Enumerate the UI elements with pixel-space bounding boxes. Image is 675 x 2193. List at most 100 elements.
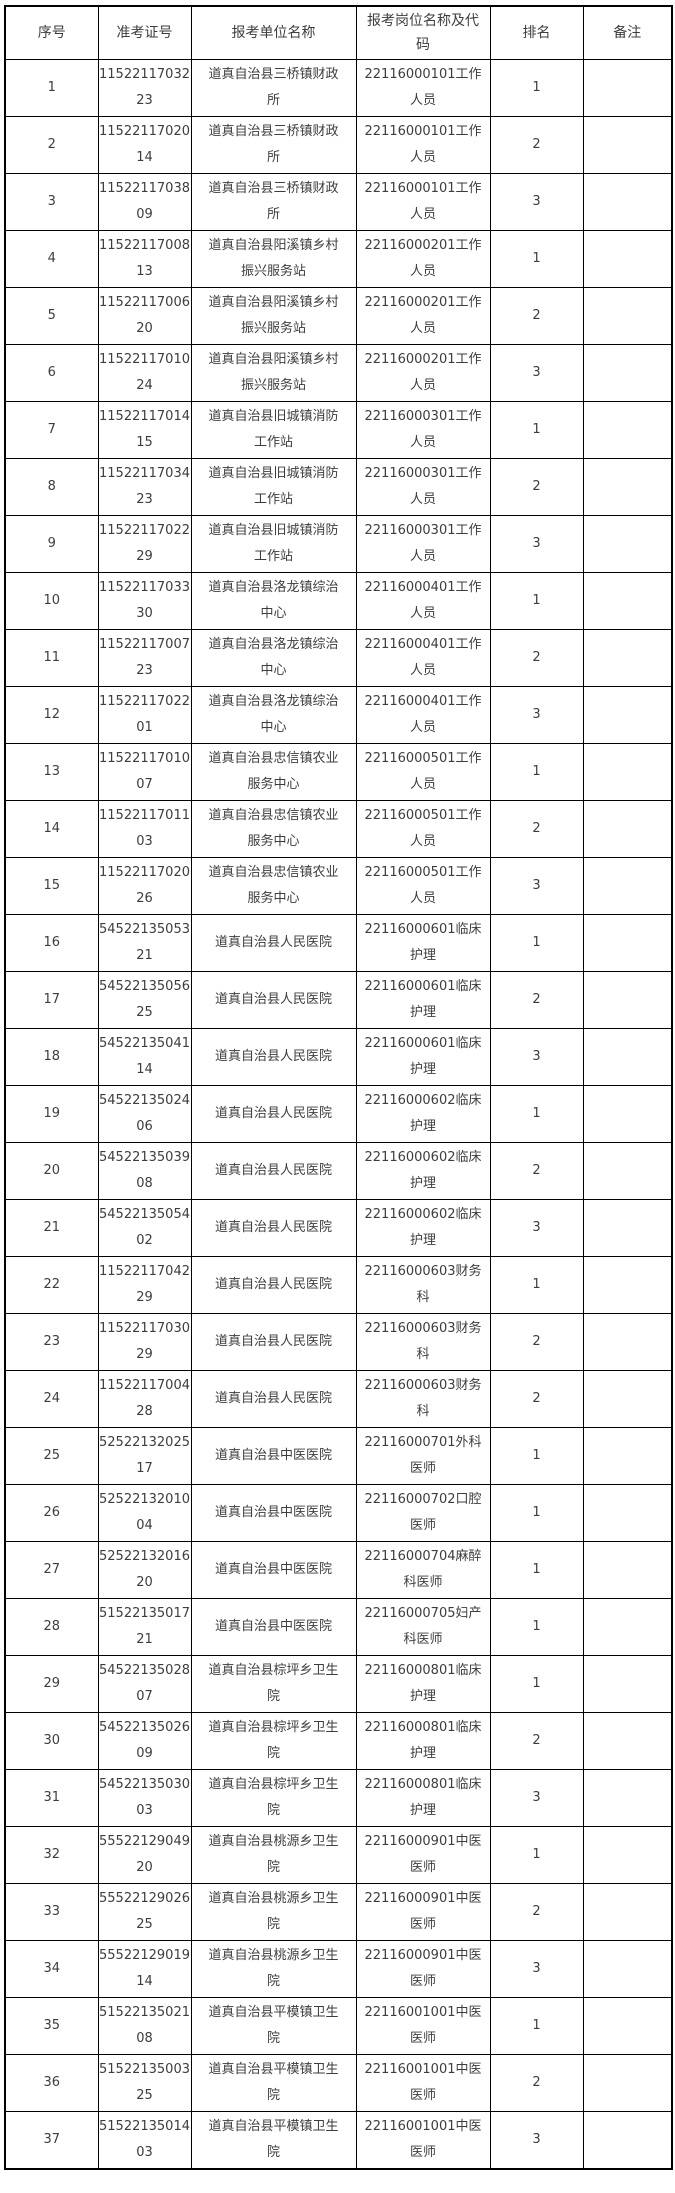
ticket-number-cell: 1152211702026 xyxy=(97,857,192,915)
note-cell xyxy=(582,800,673,858)
unit-name-cell: 道真自治县平模镇卫生院 xyxy=(190,2054,357,2112)
row-number-cell: 20 xyxy=(4,1142,99,1200)
table-row: 31 5452213503003 道真自治县棕坪乡卫生院 22116000801临床护… xyxy=(4,1769,673,1827)
row-number-cell: 36 xyxy=(4,2054,99,2112)
row-number-cell: 27 xyxy=(4,1541,99,1599)
ticket-number-cell: 1152211702014 xyxy=(97,116,192,174)
rank-cell: 1 xyxy=(489,1427,584,1485)
note-cell xyxy=(582,1256,673,1314)
row-number-cell: 15 xyxy=(4,857,99,915)
ticket-number-cell: 5452213505321 xyxy=(97,914,192,972)
unit-name-cell: 道真自治县桃源乡卫生院 xyxy=(190,1883,357,1941)
rank-cell: 2 xyxy=(489,116,584,174)
table-row: 22 1152211704229 道真自治县人民医院 22116000603财务科 1 xyxy=(4,1256,673,1314)
row-number-cell: 14 xyxy=(4,800,99,858)
position-name-cell: 22116000401工作人员 xyxy=(355,572,491,630)
ticket-number-cell: 1152211703330 xyxy=(97,572,192,630)
note-cell xyxy=(582,1541,673,1599)
unit-name-cell: 道真自治县三桥镇财政所 xyxy=(190,116,357,174)
rank-cell: 1 xyxy=(489,1541,584,1599)
position-name-cell: 22116000201工作人员 xyxy=(355,287,491,345)
position-name-cell: 22116000602临床护理 xyxy=(355,1085,491,1143)
position-name-cell: 22116000603财务科 xyxy=(355,1313,491,1371)
column-header-rank: 排名 xyxy=(489,5,584,60)
note-cell xyxy=(582,59,673,117)
table-row: 3 1152211703809 道真自治县三桥镇财政所 22116000101工作人员… xyxy=(4,173,673,231)
note-cell xyxy=(582,1028,673,1086)
row-number-cell: 17 xyxy=(4,971,99,1029)
position-name-cell: 22116000801临床护理 xyxy=(355,1769,491,1827)
ticket-number-cell: 5552212904920 xyxy=(97,1826,192,1884)
note-cell xyxy=(582,629,673,687)
position-name-cell: 22116000301工作人员 xyxy=(355,515,491,573)
table-row: 18 5452213504114 道真自治县人民医院 22116000601临床护理 3 xyxy=(4,1028,673,1086)
row-number-cell: 6 xyxy=(4,344,99,402)
note-cell xyxy=(582,971,673,1029)
unit-name-cell: 道真自治县洛龙镇综治中心 xyxy=(190,572,357,630)
column-header-position: 报考岗位名称及代码 xyxy=(355,5,491,60)
table-row: 13 1152211701007 道真自治县忠信镇农业服务中心 22116000501… xyxy=(4,743,673,801)
unit-name-cell: 道真自治县人民医院 xyxy=(190,1256,357,1314)
rank-cell: 1 xyxy=(489,743,584,801)
position-name-cell: 22116000101工作人员 xyxy=(355,173,491,231)
unit-name-cell: 道真自治县旧城镇消防工作站 xyxy=(190,401,357,459)
position-name-cell: 22116000601临床护理 xyxy=(355,971,491,1029)
note-cell xyxy=(582,1199,673,1257)
unit-name-cell: 道真自治县人民医院 xyxy=(190,971,357,1029)
note-cell xyxy=(582,1427,673,1485)
row-number-cell: 1 xyxy=(4,59,99,117)
table-row: 32 5552212904920 道真自治县桃源乡卫生院 22116000901中医医… xyxy=(4,1826,673,1884)
rank-cell: 3 xyxy=(489,515,584,573)
ticket-number-cell: 5452213505625 xyxy=(97,971,192,1029)
rank-cell: 1 xyxy=(489,1484,584,1542)
table-row: 5 1152211700620 道真自治县阳溪镇乡村振兴服务站 22116000201… xyxy=(4,287,673,345)
table-row: 23 1152211703029 道真自治县人民医院 22116000603财务科 2 xyxy=(4,1313,673,1371)
table-row: 4 1152211700813 道真自治县阳溪镇乡村振兴服务站 22116000201… xyxy=(4,230,673,288)
note-cell xyxy=(582,1712,673,1770)
table-row: 36 5152213500325 道真自治县平模镇卫生院 22116001001中医医… xyxy=(4,2054,673,2112)
ticket-number-cell: 1152211700723 xyxy=(97,629,192,687)
ticket-number-cell: 1152211701415 xyxy=(97,401,192,459)
note-cell xyxy=(582,1883,673,1941)
note-cell xyxy=(582,1370,673,1428)
rank-cell: 2 xyxy=(489,1883,584,1941)
row-number-cell: 16 xyxy=(4,914,99,972)
unit-name-cell: 道真自治县棕坪乡卫生院 xyxy=(190,1655,357,1713)
row-number-cell: 26 xyxy=(4,1484,99,1542)
position-name-cell: 22116000901中医医师 xyxy=(355,1826,491,1884)
position-name-cell: 22116000801临床护理 xyxy=(355,1655,491,1713)
ticket-number-cell: 5552212902625 xyxy=(97,1883,192,1941)
table-row: 10 1152211703330 道真自治县洛龙镇综治中心 22116000401工作… xyxy=(4,572,673,630)
row-number-cell: 19 xyxy=(4,1085,99,1143)
position-name-cell: 22116000602临床护理 xyxy=(355,1199,491,1257)
row-number-cell: 21 xyxy=(4,1199,99,1257)
row-number-cell: 28 xyxy=(4,1598,99,1656)
note-cell xyxy=(582,1655,673,1713)
ticket-number-cell: 5252213202517 xyxy=(97,1427,192,1485)
unit-name-cell: 道真自治县忠信镇农业服务中心 xyxy=(190,800,357,858)
rank-cell: 2 xyxy=(489,800,584,858)
row-number-cell: 33 xyxy=(4,1883,99,1941)
ticket-number-cell: 1152211703423 xyxy=(97,458,192,516)
table-row: 19 5452213502406 道真自治县人民医院 22116000602临床护理 1 xyxy=(4,1085,673,1143)
position-name-cell: 22116001001中医医师 xyxy=(355,2111,491,2169)
position-name-cell: 22116001001中医医师 xyxy=(355,2054,491,2112)
row-number-cell: 37 xyxy=(4,2111,99,2169)
unit-name-cell: 道真自治县平模镇卫生院 xyxy=(190,2111,357,2169)
row-number-cell: 22 xyxy=(4,1256,99,1314)
unit-name-cell: 道真自治县忠信镇农业服务中心 xyxy=(190,857,357,915)
table-row: 14 1152211701103 道真自治县忠信镇农业服务中心 22116000501… xyxy=(4,800,673,858)
unit-name-cell: 道真自治县人民医院 xyxy=(190,1199,357,1257)
table-row: 37 5152213501403 道真自治县平模镇卫生院 22116001001中医医… xyxy=(4,2111,673,2169)
position-name-cell: 22116000702口腔医师 xyxy=(355,1484,491,1542)
position-name-cell: 22116000701外科医师 xyxy=(355,1427,491,1485)
unit-name-cell: 道真自治县洛龙镇综治中心 xyxy=(190,686,357,744)
note-cell xyxy=(582,857,673,915)
ticket-number-cell: 5452213505402 xyxy=(97,1199,192,1257)
rank-cell: 2 xyxy=(489,1370,584,1428)
note-cell xyxy=(582,173,673,231)
rank-cell: 3 xyxy=(489,2111,584,2169)
rank-cell: 2 xyxy=(489,2054,584,2112)
row-number-cell: 12 xyxy=(4,686,99,744)
